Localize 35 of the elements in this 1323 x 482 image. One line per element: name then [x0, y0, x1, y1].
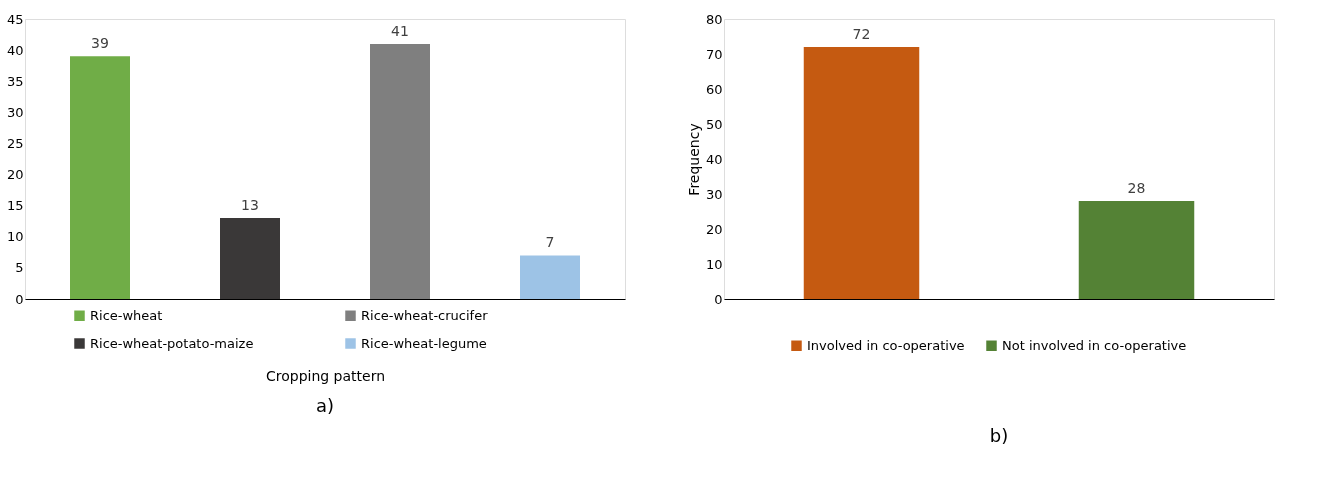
data-label: 41 — [391, 22, 409, 39]
y-tick-label: 0 — [714, 291, 723, 307]
legend-label: Involved in co-operative — [807, 337, 965, 353]
y-tick-label: 20 — [6, 167, 24, 183]
y-tick-label: 70 — [705, 46, 723, 62]
data-label: 7 — [545, 234, 555, 251]
y-tick-label: 60 — [705, 81, 723, 97]
y-tick-label: 25 — [6, 135, 24, 151]
legend-label: Rice-wheat — [90, 307, 163, 323]
y-tick-label: 30 — [705, 186, 723, 202]
y-axis-title: Frequency — [685, 123, 702, 196]
legend-label: Rice-wheat-legume — [361, 335, 487, 351]
legend-label: Not involved in co-operative — [1002, 337, 1187, 353]
y-tick-label: 50 — [705, 116, 723, 132]
legend-label: Rice-wheat-potato-maize — [90, 335, 254, 351]
data-label: 39 — [91, 35, 109, 52]
data-label: 28 — [1127, 180, 1146, 196]
y-tick-label: 35 — [6, 73, 24, 89]
text: a) — [315, 395, 335, 416]
y-tick-label: 5 — [15, 260, 24, 276]
y-tick-label: 45 — [6, 11, 24, 27]
y-tick-label: 40 — [705, 151, 723, 167]
y-tick-label: 10 — [705, 256, 723, 272]
y-tick-label: 80 — [705, 11, 723, 27]
y-tick-label: 15 — [6, 198, 24, 214]
text: b) — [989, 425, 1009, 446]
x-axis-title: Cropping pattern — [265, 367, 386, 384]
y-tick-label: 20 — [705, 221, 723, 237]
y-tick-label: 10 — [6, 229, 24, 245]
y-tick-label: 0 — [15, 291, 24, 307]
data-label: 72 — [852, 26, 871, 42]
legend-label: Rice-wheat-crucifer — [361, 307, 489, 323]
data-label: 13 — [241, 197, 259, 214]
y-tick-label: 30 — [6, 104, 24, 120]
y-tick-label: 40 — [6, 42, 24, 58]
